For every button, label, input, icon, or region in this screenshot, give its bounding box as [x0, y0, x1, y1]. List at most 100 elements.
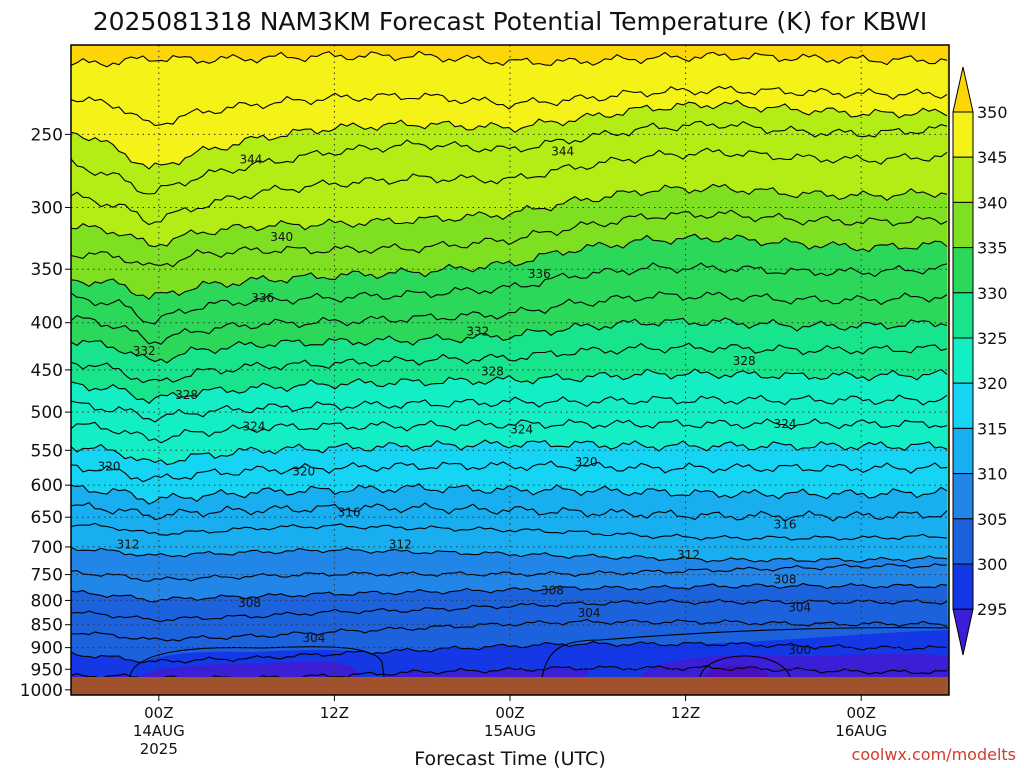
colorbar-label-320: 320 — [977, 374, 1008, 393]
colorbar-seg-315 — [952, 427, 974, 475]
colorbar-seg-325 — [952, 337, 974, 384]
contour-316 — [71, 483, 948, 505]
contour-label-328: 328 — [733, 354, 756, 368]
contour-label-336: 336 — [251, 291, 274, 305]
contour-308 — [71, 563, 948, 582]
contour-label-text: 304 — [302, 631, 325, 645]
x-axis-title: Forecast Time (UTC) — [414, 748, 605, 768]
contour-label-332: 332 — [466, 325, 489, 339]
colorbar-label-295: 295 — [977, 600, 1008, 619]
contour-338 — [71, 209, 948, 268]
contour-312 — [71, 522, 948, 541]
x-tick-label-1: 12Z — [320, 704, 349, 722]
x-tick-label-4: 00Z — [847, 704, 876, 722]
contour-324 — [71, 394, 948, 423]
chart-title: 2025081318 NAM3KM Forecast Potential Tem… — [93, 7, 928, 36]
y-tick-label-350: 350 — [31, 260, 63, 280]
contour-label-text: 332 — [133, 344, 156, 358]
y-tick-label-300: 300 — [31, 198, 63, 218]
y-tick-label-1000: 1000 — [20, 681, 63, 701]
colorbar-label-345: 345 — [977, 148, 1008, 167]
y-tick-label-650: 650 — [31, 508, 63, 528]
contour-label-300: 300 — [788, 643, 811, 657]
contour-label-text: 336 — [528, 267, 551, 281]
colorbar: 350 345 340 335 330 325 320 315 310 305 300 295 — [952, 66, 1008, 656]
contour-label-308: 308 — [238, 596, 261, 610]
x-tick-label-2: 00Z — [495, 704, 524, 722]
colorbar-seg-320 — [952, 382, 974, 429]
contour-326 — [71, 368, 948, 405]
y-tick-label-900: 900 — [31, 639, 63, 659]
colorbar-label-340: 340 — [977, 193, 1008, 212]
contour-label-text: 328 — [481, 365, 504, 379]
contour-340 — [71, 183, 948, 248]
contour-300 — [71, 640, 948, 664]
contour-322 — [71, 418, 948, 444]
contour-label-text: 328 — [733, 354, 756, 368]
contour-328 — [71, 342, 948, 384]
x-tick-date-2: 15AUG — [484, 722, 536, 740]
contour-label-text: 336 — [251, 291, 274, 305]
contour-label-text: 304 — [578, 606, 601, 620]
contour-label-332: 332 — [133, 344, 156, 358]
contour-342 — [71, 147, 948, 226]
surface-pocket-2-min — [704, 664, 770, 677]
contour-label-text: 324 — [774, 417, 797, 431]
contour-label-344: 344 — [240, 152, 263, 166]
contour-label-304: 304 — [578, 606, 601, 620]
contour-302 — [71, 618, 948, 642]
y-tick-label-750: 750 — [31, 566, 63, 586]
contour-label-324: 324 — [774, 417, 797, 431]
contour-348 — [71, 85, 948, 127]
contour-label-344: 344 — [551, 145, 574, 159]
colorbar-label-350: 350 — [977, 103, 1008, 122]
contour-label-308: 308 — [774, 572, 797, 586]
y-tick-label-450: 450 — [31, 361, 63, 381]
contour-label-text: 320 — [575, 455, 598, 469]
plot-area: 344 344 340 336 336 332 332 328 328 328 324 324 324 3… — [71, 45, 949, 695]
contour-label-328: 328 — [175, 388, 198, 402]
surface-lows — [128, 630, 949, 677]
colorbar-label-325: 325 — [977, 329, 1008, 348]
colorbar-seg-345 — [952, 156, 974, 203]
contour-label-text: 312 — [389, 538, 412, 552]
contour-318 — [71, 460, 948, 483]
y-tick-label-400: 400 — [31, 314, 63, 334]
contour-surface-2 — [541, 627, 949, 678]
colorbar-seg-340 — [952, 201, 974, 249]
contour-label-text: 308 — [238, 596, 261, 610]
ground-strip — [71, 677, 949, 695]
x-tick-date-0: 14AUG — [133, 722, 185, 740]
contour-label-text: 308 — [541, 583, 564, 597]
contour-label-316: 316 — [774, 518, 797, 532]
colorbar-label-330: 330 — [977, 284, 1008, 303]
y-tick-label-700: 700 — [31, 538, 63, 558]
colorbar-top-arrow — [952, 66, 974, 113]
contour-label-text: 324 — [510, 422, 533, 436]
grid-lines — [71, 45, 949, 695]
contour-344 — [71, 120, 948, 195]
x-tick-label-0: 00Z — [144, 704, 173, 722]
credit-text: coolwx.com/modelts — [852, 745, 1016, 764]
colorbar-label-315: 315 — [977, 419, 1008, 438]
colorbar-bottom-arrow — [952, 608, 974, 656]
colorbar-seg-305 — [952, 518, 974, 565]
contour-label-text: 304 — [788, 600, 811, 614]
x-tick-date-4: 16AUG — [835, 722, 887, 740]
contour-label-308: 308 — [541, 583, 564, 597]
contour-label-304: 304 — [302, 631, 325, 645]
y-tick-label-800: 800 — [31, 591, 63, 611]
x-tick-label-3: 12Z — [671, 704, 700, 722]
contour-label-text: 312 — [117, 538, 140, 552]
colorbar-label-335: 335 — [977, 239, 1008, 258]
contour-label-text: 316 — [774, 518, 797, 532]
contour-label-328: 328 — [481, 365, 504, 379]
colorbar-label-300: 300 — [977, 555, 1008, 574]
contour-lines — [71, 50, 949, 681]
contour-label-320: 320 — [292, 465, 315, 479]
contour-label-text: 340 — [270, 230, 293, 244]
contour-298 — [71, 665, 948, 681]
contour-label-text: 320 — [292, 465, 315, 479]
y-tick-label-250: 250 — [31, 125, 63, 145]
